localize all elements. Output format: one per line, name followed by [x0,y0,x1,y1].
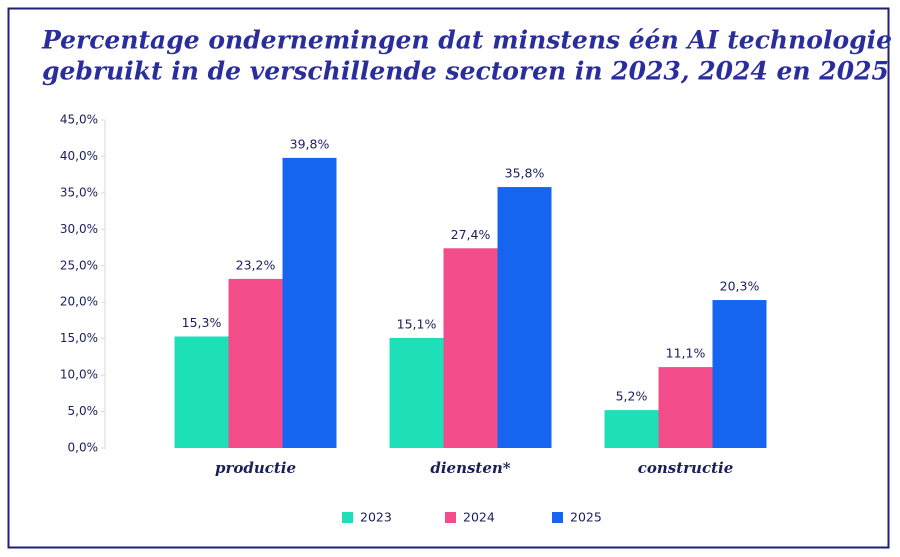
y-tick-label: 0,0% [68,441,99,455]
chart-title: gebruikt in de verschillende sectoren in… [42,57,889,86]
y-tick-label: 15,0% [60,331,98,345]
y-tick-label: 40,0% [60,149,98,163]
y-tick-label: 35,0% [60,185,98,199]
bar [497,187,552,448]
chart-title: Percentage ondernemingen dat minstens éé… [41,26,892,55]
legend-swatch [342,512,353,523]
x-tick-label: productie [215,459,296,477]
y-tick-label: 20,0% [60,295,98,309]
value-label: 20,3% [720,279,760,294]
legend-label: 2025 [570,510,602,525]
value-label: 5,2% [616,389,648,404]
x-tick-label: diensten* [430,459,510,477]
legend-label: 2024 [463,510,495,525]
value-label: 15,3% [182,315,222,330]
y-tick-label: 30,0% [60,222,98,236]
value-label: 39,8% [290,136,330,151]
y-tick-label: 45,0% [60,113,98,127]
bar [389,337,444,448]
value-label: 23,2% [236,257,276,272]
legend-swatch [552,512,563,523]
value-label: 11,1% [666,346,706,361]
bar [604,410,659,448]
bar [712,300,767,448]
bar [228,278,283,448]
legend-swatch [445,512,456,523]
frame [7,7,890,549]
y-tick-label: 10,0% [60,368,98,382]
bar [658,367,713,448]
bar [443,248,498,448]
bar [282,157,337,448]
value-label: 35,8% [505,166,545,181]
legend-label: 2023 [360,510,392,525]
value-label: 15,1% [397,316,437,331]
y-tick-label: 5,0% [68,404,99,418]
y-tick-label: 25,0% [60,258,98,272]
x-tick-label: constructie [638,459,734,477]
value-label: 27,4% [451,227,491,242]
bar [174,336,229,448]
